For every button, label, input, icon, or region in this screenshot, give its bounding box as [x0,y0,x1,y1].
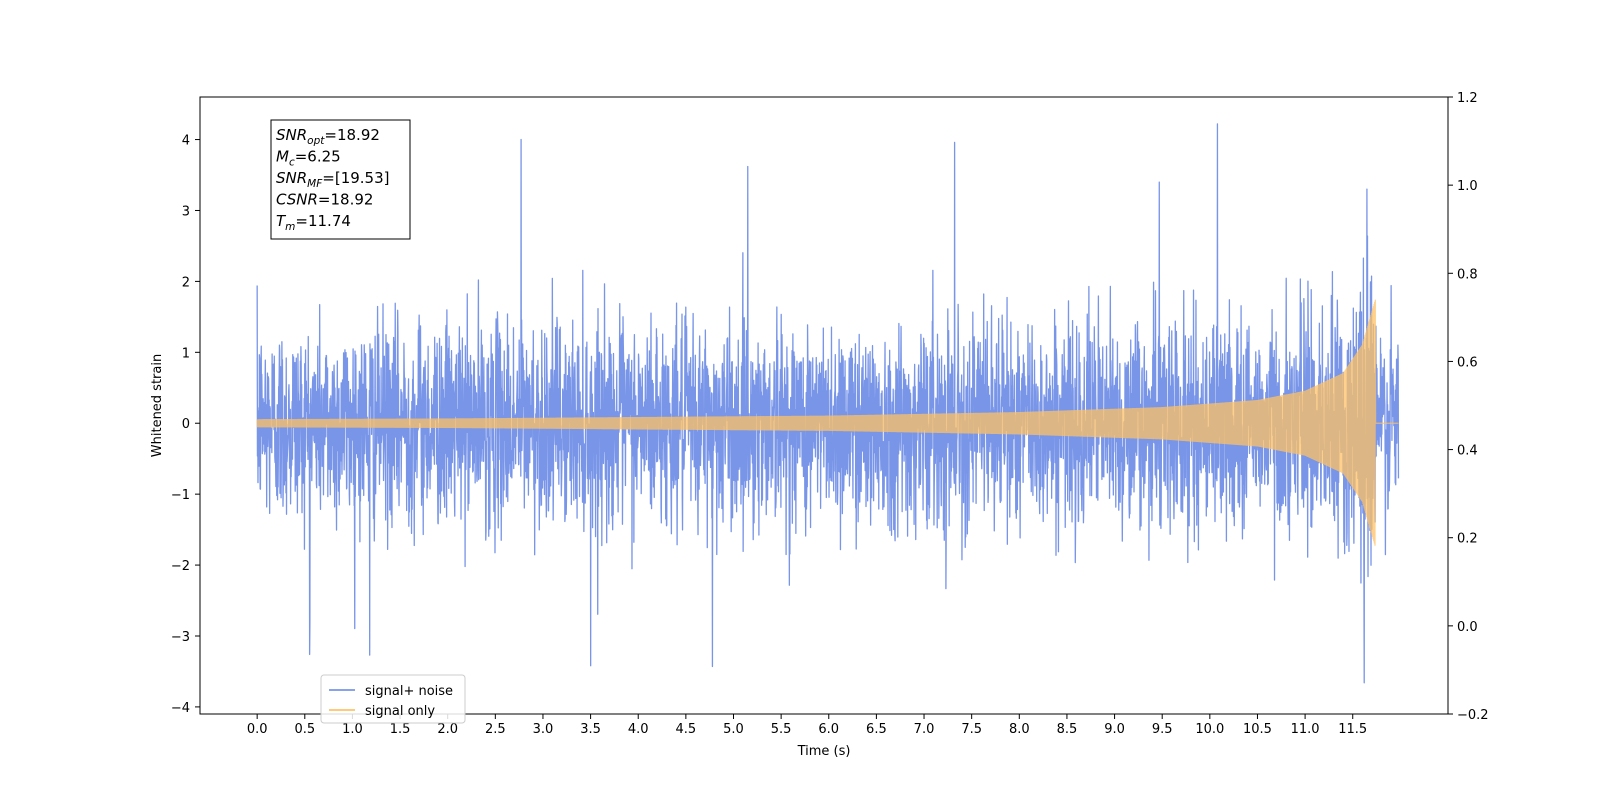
x-tick-label: 7.0 [914,722,935,737]
y-right-tick-label: 0.8 [1457,267,1478,282]
x-tick-label: 1.0 [342,722,363,737]
x-tick-label: 1.5 [390,722,411,737]
x-tick-label: 8.5 [1057,722,1078,737]
annotation-line: CSNR=18.92 [276,191,373,209]
annotation-line: Mc=6.25 [276,148,341,169]
x-axis-label: Time (s) [797,744,851,759]
legend-frame [320,674,466,724]
legend-label: signal only [365,704,435,719]
x-tick-label: 9.0 [1104,722,1125,737]
y-right-tick-label: −0.2 [1457,708,1489,723]
y-axis-right: −0.2 0.0 0.2 0.4 0.6 0.8 1.0 1.2 [1448,91,1489,723]
x-tick-label: 2.5 [485,722,506,737]
x-tick-label: 6.0 [818,722,839,737]
x-axis: 0.0 0.5 1.0 1.5 2.0 2.5 3.0 3.5 4.0 4.5 5.0 5.5 6.0 6… [247,714,1367,737]
x-tick-label: 11.5 [1338,722,1367,737]
x-tick-label: 11.0 [1291,722,1320,737]
x-tick-label: 2.0 [437,722,458,737]
x-tick-label: 9.5 [1152,722,1173,737]
y-tick-label: −4 [171,701,190,716]
x-tick-label: 3.5 [580,722,601,737]
x-tick-label: 10.0 [1195,722,1224,737]
x-tick-label: 10.5 [1243,722,1272,737]
x-tick-label: 0.5 [294,722,315,737]
y-tick-label: 4 [182,134,190,149]
y-tick-label: 2 [182,275,190,290]
x-tick-label: 7.5 [961,722,982,737]
x-tick-label: 6.5 [866,722,887,737]
y-tick-label: −3 [171,630,190,645]
y-right-tick-label: 0.6 [1457,355,1478,370]
annotation-line: SNRopt=18.92 [276,126,380,147]
x-tick-label: 4.0 [628,722,649,737]
x-tick-label: 8.0 [1009,722,1030,737]
y-tick-label: 3 [182,204,190,219]
y-tick-label: −1 [171,488,190,503]
annotation-line: SNRMF=[19.53] [276,169,390,190]
legend-label: signal+ noise [365,684,453,699]
annotation-frame [270,119,411,240]
x-tick-label: 0.0 [247,722,268,737]
y-right-tick-label: 0.0 [1457,620,1478,635]
y-right-tick-label: 1.0 [1457,179,1478,194]
annotation-line: Tm=11.74 [276,212,351,233]
y-tick-label: 1 [182,346,190,361]
x-tick-label: 5.0 [723,722,744,737]
y-right-tick-label: 0.2 [1457,532,1478,547]
y-tick-label: 0 [182,417,190,432]
x-tick-label: 4.5 [676,722,697,737]
y-axis-label: Whitened strain [150,354,165,457]
series-signal-only [256,299,1399,546]
annotation-box: SNRopt=18.92Mc=6.25SNRMF=[19.53]CSNR=18.… [270,119,411,240]
plot-area [256,123,1400,684]
y-right-tick-label: 1.2 [1457,91,1478,106]
axes-frame [199,96,1449,715]
legend: signal+ noise signal only [320,674,466,724]
x-tick-label: 5.5 [771,722,792,737]
y-right-tick-label: 0.4 [1457,444,1478,459]
x-tick-label: 3.0 [533,722,554,737]
y-tick-label: −2 [171,559,190,574]
y-axis-left: −4 −3 −2 −1 0 1 2 3 4 [171,134,200,716]
